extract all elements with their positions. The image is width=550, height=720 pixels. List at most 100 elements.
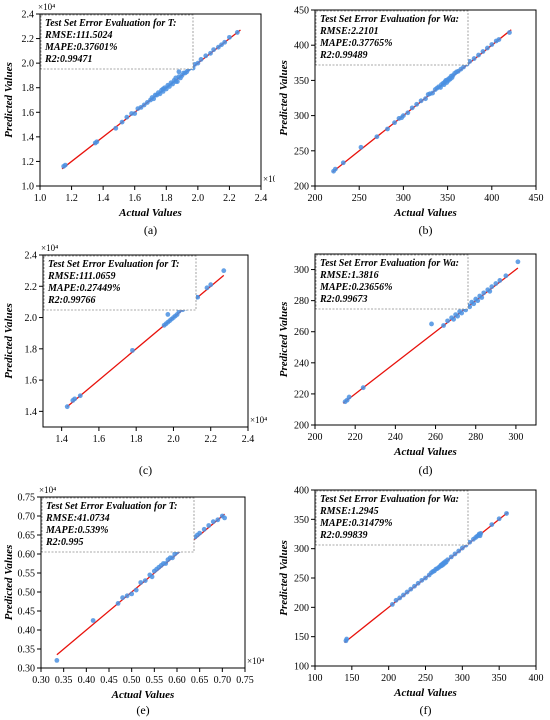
x-tick-label: 0.65 — [191, 675, 209, 686]
data-point — [415, 580, 421, 586]
data-point — [163, 561, 169, 566]
data-point — [478, 531, 484, 536]
data-point — [227, 34, 232, 40]
y-tick-label: 240 — [294, 358, 309, 369]
x-tick-label: 450 — [529, 193, 544, 204]
x-tick-label: 250 — [352, 193, 367, 204]
data-point — [503, 273, 509, 279]
data-point — [489, 522, 495, 528]
data-point — [430, 90, 435, 96]
y-tick-label: 350 — [294, 76, 309, 87]
data-point — [206, 523, 212, 528]
y-tick-label: 350 — [294, 515, 309, 526]
annotation-line: MAPE:0.37765% — [319, 38, 393, 49]
data-point — [448, 554, 454, 560]
annotation-line: MAPE:0.539% — [45, 525, 109, 536]
x-tick-label: 1.8 — [160, 193, 173, 204]
data-point — [451, 316, 457, 322]
plot-frame — [314, 9, 537, 187]
data-point — [346, 394, 352, 400]
data-point — [408, 586, 414, 592]
x-tick-label: 1.4 — [97, 193, 110, 204]
x-tick-label: 200 — [308, 193, 323, 204]
y-exponent-label: ×10⁴ — [38, 2, 55, 12]
annotation-line: Test Set Error Evaluation for Wa: — [320, 494, 459, 505]
x-tick-label: 150 — [344, 673, 359, 684]
x-tick-label: 100 — [308, 673, 323, 684]
x-axis-title: Actual Values — [111, 689, 175, 701]
data-point — [414, 101, 420, 107]
data-point — [476, 52, 481, 58]
x-tick-label: 400 — [529, 673, 544, 684]
x-tick-label: 300 — [455, 673, 470, 684]
data-point — [481, 290, 487, 296]
data-point — [480, 49, 486, 54]
y-tick-label: 2.2 — [25, 282, 38, 293]
annotation-line: MAPE:0.31479% — [319, 518, 393, 529]
data-point — [409, 105, 415, 111]
data-point — [210, 519, 216, 525]
x-tick-label: 300 — [396, 193, 411, 204]
x-tick-label: 400 — [484, 193, 499, 204]
data-point — [467, 539, 473, 545]
x-tick-label: 0.45 — [100, 675, 118, 686]
annotation-box — [41, 497, 195, 553]
data-point — [130, 347, 135, 353]
data-point — [385, 126, 390, 132]
annotation-line: RMSE:1.3816 — [319, 270, 379, 281]
x-tick-label: 2.4 — [255, 193, 268, 204]
data-point — [475, 298, 481, 304]
data-point — [418, 98, 424, 104]
data-point — [455, 313, 461, 319]
y-tick-label: 250 — [294, 146, 309, 157]
data-point — [471, 301, 477, 307]
data-point — [197, 530, 203, 536]
data-point — [64, 404, 70, 410]
data-point — [119, 119, 125, 125]
y-tick-label: 0.65 — [18, 531, 36, 542]
data-point — [471, 56, 477, 61]
data-point — [77, 393, 83, 399]
data-point — [198, 57, 204, 62]
x-tick-label: 240 — [388, 432, 403, 443]
data-point — [203, 53, 209, 59]
plot-frame — [42, 254, 249, 428]
chart-panel-6: 100 150 200 250 300 350 400 100 150 200 250 300 350 4… — [278, 486, 544, 718]
x-tick-label: 0.60 — [168, 675, 186, 686]
annotation-box — [315, 10, 469, 66]
x-tick-label: 0.70 — [214, 675, 232, 686]
annotation-line: RMSE:41.0734 — [45, 513, 110, 524]
y-axis-title: Predicted Values — [278, 302, 290, 377]
y-axis-title: Predicted Values — [3, 545, 15, 620]
x-tick-label: 220 — [348, 432, 363, 443]
data-point — [133, 587, 139, 593]
data-point — [132, 111, 138, 116]
y-tick-label: 1.8 — [25, 344, 38, 355]
y-tick-label: 400 — [294, 486, 309, 497]
plot-frame — [39, 13, 262, 187]
x-tick-label: 2.0 — [167, 434, 180, 445]
y-exponent-label: ×10⁴ — [39, 485, 56, 495]
data-point — [419, 577, 425, 583]
y-tick-label: 450 — [294, 6, 309, 17]
annotation-line: Test Set Error Evaluation for T: — [45, 18, 176, 29]
y-tick-label: 1.2 — [22, 157, 35, 168]
y-axis-title: Predicted Values — [278, 60, 290, 135]
data-point — [441, 323, 446, 328]
y-tick-label: 150 — [294, 632, 309, 643]
x-axis-title: Actual Values — [118, 207, 182, 219]
annotation-line: RMSE:2.2101 — [319, 26, 379, 37]
data-point — [445, 557, 450, 563]
panel-caption: (d) — [419, 463, 433, 477]
data-point — [195, 60, 201, 66]
data-point — [393, 597, 399, 603]
x-tick-label: 1.8 — [130, 434, 143, 445]
annotation-line: RMSE:111.5024 — [44, 30, 113, 41]
data-point — [358, 144, 364, 150]
data-point — [138, 580, 144, 585]
y-axis-title: Predicted Values — [3, 303, 15, 378]
data-point — [487, 288, 493, 294]
data-point — [479, 295, 485, 300]
data-point — [496, 516, 502, 522]
x-tick-label: 260 — [428, 432, 443, 443]
